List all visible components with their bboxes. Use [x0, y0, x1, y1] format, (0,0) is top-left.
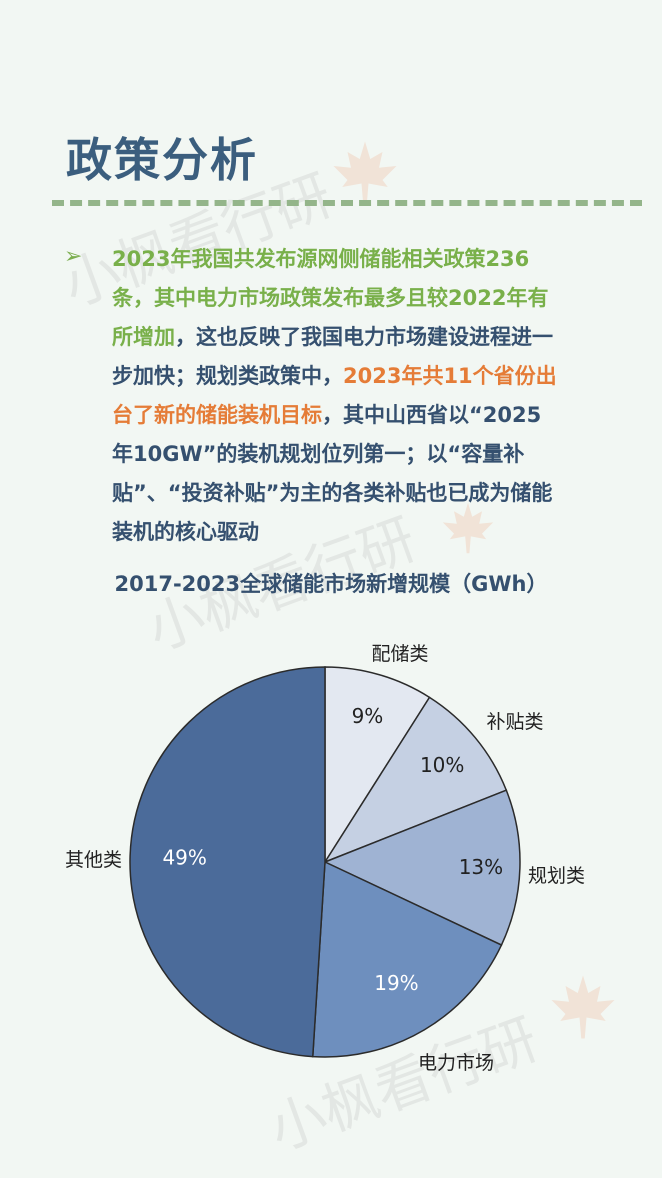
maple-leaf-icon	[442, 502, 494, 554]
paragraph-highlight-green: 2023年我国共发布源网侧储能相关政策236条，其中电力市场政策发布最多且较20…	[112, 247, 549, 349]
slice-category-label: 电力市场	[418, 1052, 494, 1074]
policy-paragraph: 2023年我国共发布源网侧储能相关政策236条，其中电力市场政策发布最多且较20…	[112, 240, 560, 552]
dashed-divider	[52, 200, 642, 206]
slice-percent-label: 10%	[420, 753, 464, 777]
slice-percent-label: 9%	[352, 704, 384, 728]
page-title: 政策分析	[66, 133, 258, 187]
slice-percent-label: 13%	[459, 855, 503, 879]
slice-category-label: 补贴类	[486, 711, 543, 733]
paragraph-highlight-orange: 2023年共11个省份出台了新的储能装机目标	[112, 364, 557, 427]
paragraph-text: ，其中山西省以“2025年10GW”的装机规划位列第一；以“容量补贴”、“投资补…	[112, 403, 553, 544]
slice-category-label: 其他类	[65, 849, 122, 871]
pie-chart: 9% 配储类 10% 补贴类 13% 规划类 19% 电力市场 49% 其他类	[65, 643, 585, 1074]
pie-slice-规划类	[323, 789, 521, 947]
slice-percent-label: 49%	[162, 846, 206, 870]
slice-category-label: 规划类	[528, 865, 585, 887]
maple-leaf-icon	[551, 975, 615, 1039]
bullet-arrow-icon: ➢	[64, 244, 83, 269]
slice-category-label: 配储类	[371, 643, 428, 665]
slice-percent-label: 19%	[374, 971, 418, 995]
paragraph-text: ，这也反映了我国电力市场建设进程进一步加快；规划类政策中，	[112, 325, 553, 388]
maple-leaf-icon	[333, 141, 397, 205]
pie-slice-补贴类	[323, 696, 508, 864]
chart-title: 2017-2023全球储能市场新增规模（GWh）	[114, 572, 548, 596]
pie-slice-配储类	[324, 666, 431, 865]
pie-slice-电力市场	[311, 860, 503, 1058]
pie-slice-其他类	[129, 666, 326, 1058]
